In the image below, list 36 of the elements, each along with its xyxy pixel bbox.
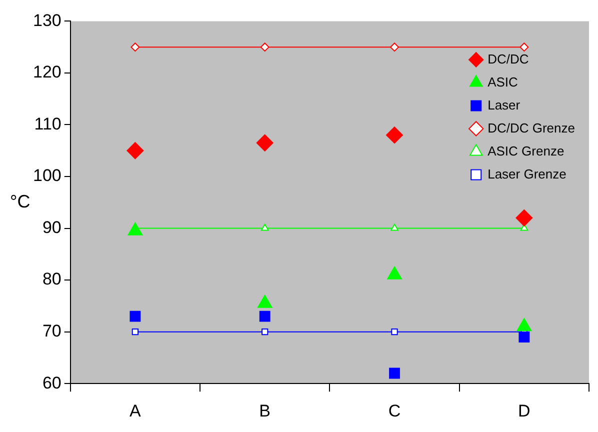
legend-label: ASIC Grenze [488, 143, 564, 158]
point [390, 42, 400, 52]
point [386, 126, 404, 144]
point [518, 332, 530, 342]
legend-label: ASIC [488, 74, 518, 90]
point [516, 209, 533, 226]
point [389, 368, 400, 379]
point [259, 310, 270, 322]
legend-label: Laser [488, 97, 521, 112]
y-axis-title: °C [10, 191, 30, 212]
point [126, 142, 144, 160]
point [262, 328, 268, 336]
x-tick-label: B [259, 401, 271, 420]
point [260, 42, 270, 52]
x-tick-label: D [518, 401, 530, 420]
point [132, 328, 139, 336]
x-tick-label: A [130, 401, 142, 420]
point [130, 42, 140, 52]
legend-label: DC/DC [488, 51, 529, 66]
y-tick-label: 100 [32, 166, 62, 186]
point [390, 224, 398, 231]
y-tick-label: 70 [42, 322, 62, 341]
point [520, 42, 529, 52]
y-tick-label: 110 [34, 114, 62, 134]
legend-label: DC/DC Grenze [488, 120, 576, 136]
y-tick-label: 120 [32, 62, 62, 82]
point [260, 224, 269, 231]
legend-label: Laser Grenze [488, 166, 566, 182]
x-tick-label: C [388, 401, 401, 420]
point [391, 328, 398, 336]
y-tick-label: 90 [42, 218, 62, 237]
y-tick-label: 60 [42, 373, 62, 392]
y-tick-label: 80 [42, 270, 62, 289]
point [130, 310, 141, 322]
y-tick-label: 130 [32, 10, 62, 30]
point [256, 134, 274, 152]
